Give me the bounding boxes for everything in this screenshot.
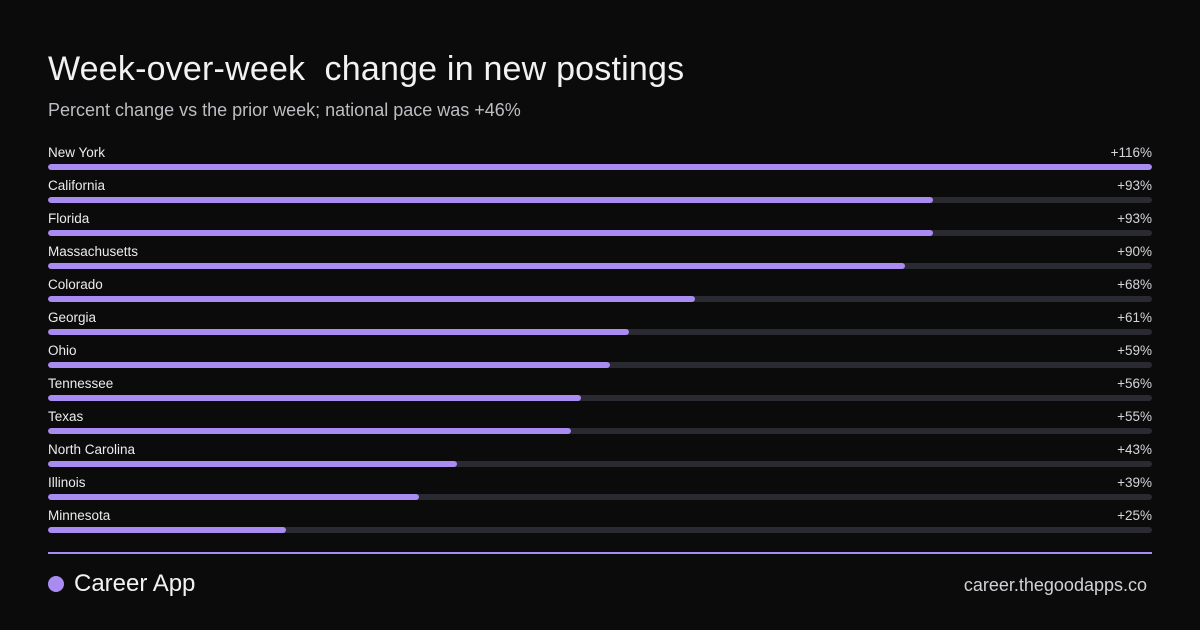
bar-track — [48, 428, 1152, 434]
bar-track — [48, 296, 1152, 302]
bar-label: Illinois — [48, 475, 86, 490]
site-url: career.thegoodapps.co — [963, 575, 1147, 595]
bar — [48, 461, 457, 467]
bar-row: Ohio +59% — [48, 343, 1152, 376]
footer-divider — [48, 552, 1152, 554]
bar-value-label: +93% — [1117, 178, 1152, 193]
bar-label: Georgia — [48, 310, 97, 325]
bar-track — [48, 197, 1152, 203]
bar-value-label: +25% — [1117, 508, 1152, 523]
bar-track — [48, 494, 1152, 500]
bar-value-label: +55% — [1117, 409, 1152, 424]
bar — [48, 362, 610, 368]
bar-label: California — [48, 178, 106, 193]
bar-label: Tennessee — [48, 376, 114, 391]
bar-track — [48, 527, 1152, 533]
chart-subtitle: Percent change vs the prior week; nation… — [48, 100, 521, 120]
bar — [48, 230, 933, 236]
bar-label: Florida — [48, 211, 90, 226]
bar-row: Massachusetts +90% — [48, 244, 1152, 277]
bar-row: Florida +93% — [48, 211, 1152, 244]
bar-label: Colorado — [48, 277, 103, 292]
brand: Career App — [48, 570, 195, 598]
bar — [48, 263, 905, 269]
bar-track — [48, 329, 1152, 335]
bar-row: New York +116% — [48, 145, 1152, 178]
bar-row: Illinois +39% — [48, 475, 1152, 508]
bar-track — [48, 263, 1152, 269]
bar-row: Texas +55% — [48, 409, 1152, 442]
bar-row: Tennessee +56% — [48, 376, 1152, 409]
dot-icon — [48, 576, 64, 592]
bar-track — [48, 461, 1152, 467]
bar-value-label: +90% — [1117, 244, 1152, 259]
bar-track — [48, 395, 1152, 401]
bar-value-label: +56% — [1117, 376, 1152, 391]
bar — [48, 296, 695, 302]
bar-value-label: +43% — [1117, 442, 1152, 457]
bar-label: Ohio — [48, 343, 77, 358]
chart-title: Week-over-week change in new postings — [48, 50, 685, 88]
bar — [48, 329, 629, 335]
bar — [48, 395, 581, 401]
bar-row: Georgia +61% — [48, 310, 1152, 343]
bar-row: California +93% — [48, 178, 1152, 211]
bar-value-label: +59% — [1117, 343, 1152, 358]
bar-label: Minnesota — [48, 508, 111, 523]
bar-row: Colorado +68% — [48, 277, 1152, 310]
brand-name: Career App — [74, 570, 196, 597]
bar-label: North Carolina — [48, 442, 136, 457]
bar-track — [48, 230, 1152, 236]
bar — [48, 197, 933, 203]
bar-track — [48, 164, 1152, 170]
bar — [48, 527, 286, 533]
bar-value-label: +93% — [1117, 211, 1152, 226]
bar-row: Minnesota +25% — [48, 508, 1152, 541]
bar-chart: New York +116% California +93% Florida +93% Ma… — [48, 145, 1152, 541]
bar — [48, 164, 1152, 170]
bar — [48, 494, 419, 500]
bar-track — [48, 362, 1152, 368]
bar-label: New York — [48, 145, 106, 160]
bar-label: Texas — [48, 409, 84, 424]
bar-value-label: +61% — [1117, 310, 1152, 325]
bar-row: North Carolina +43% — [48, 442, 1152, 475]
bar-label: Massachusetts — [48, 244, 139, 259]
bar — [48, 428, 571, 434]
bar-value-label: +116% — [1110, 145, 1152, 160]
bar-value-label: +39% — [1117, 475, 1152, 490]
bar-value-label: +68% — [1117, 277, 1152, 292]
